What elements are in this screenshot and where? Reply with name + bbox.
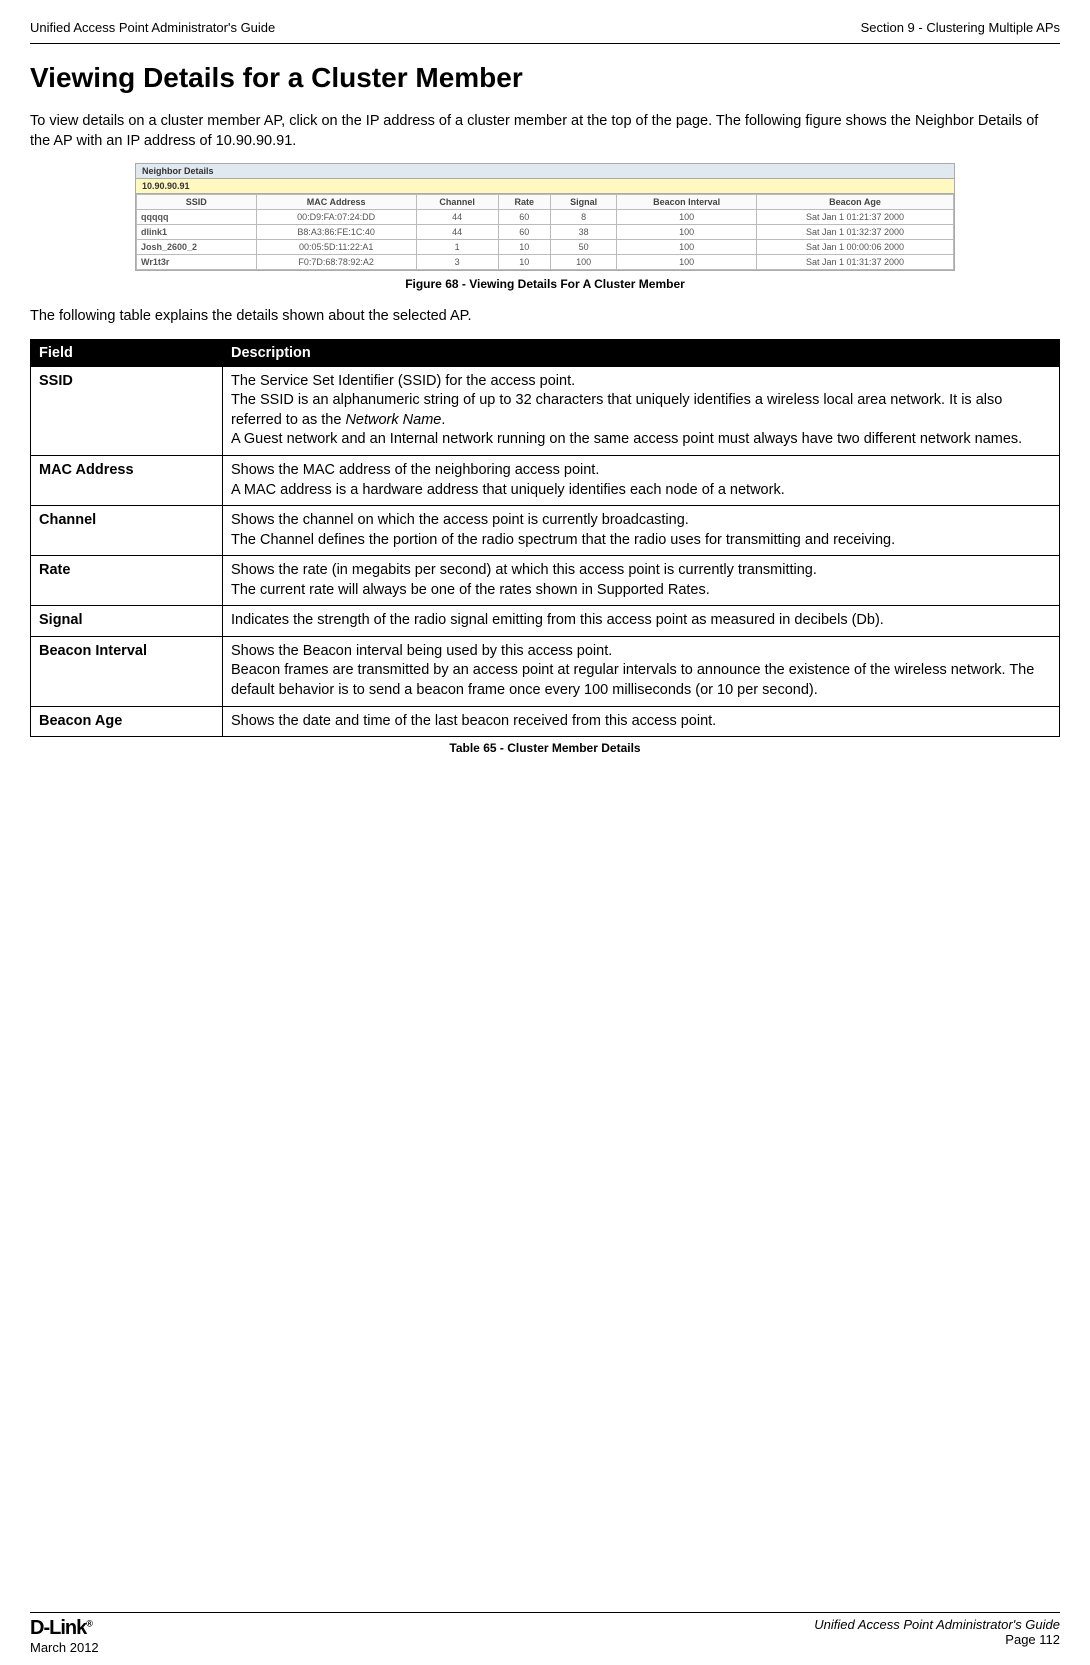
- screenshot-cell: 00:D9:FA:07:24:DD: [256, 210, 416, 225]
- after-figure-paragraph: The following table explains the details…: [30, 307, 1060, 327]
- field-cell: Beacon Age: [31, 706, 223, 737]
- table-row: SSIDThe Service Set Identifier (SSID) fo…: [31, 366, 1060, 455]
- details-header-row: Field Description: [31, 339, 1060, 366]
- table-row: Beacon AgeShows the date and time of the…: [31, 706, 1060, 737]
- screenshot-cell: 60: [498, 210, 550, 225]
- screenshot-col-header: Beacon Age: [757, 195, 954, 210]
- table-caption: Table 65 - Cluster Member Details: [30, 741, 1060, 755]
- page-title: Viewing Details for a Cluster Member: [30, 62, 1060, 94]
- field-cell: MAC Address: [31, 455, 223, 505]
- table-row: MAC AddressShows the MAC address of the …: [31, 455, 1060, 505]
- description-cell: Shows the rate (in megabits per second) …: [223, 556, 1060, 606]
- screenshot-cell: 44: [416, 225, 498, 240]
- screenshot-cell: Wr1t3r: [137, 255, 257, 270]
- screenshot-row: Wr1t3rF0:7D:68:78:92:A2310100100Sat Jan …: [137, 255, 954, 270]
- screenshot-cell: qqqqq: [137, 210, 257, 225]
- screenshot-row: dlink1B8:A3:86:FE:1C:40446038100Sat Jan …: [137, 225, 954, 240]
- screenshot-cell: Sat Jan 1 01:32:37 2000: [757, 225, 954, 240]
- description-cell: Shows the date and time of the last beac…: [223, 706, 1060, 737]
- screenshot-cell: 100: [617, 210, 757, 225]
- figure-container: Neighbor Details 10.90.90.91 SSIDMAC Add…: [135, 163, 955, 271]
- screenshot-cell: Sat Jan 1 01:31:37 2000: [757, 255, 954, 270]
- description-cell: Indicates the strength of the radio sign…: [223, 606, 1060, 637]
- description-cell: Shows the Beacon interval being used by …: [223, 636, 1060, 706]
- figure-caption: Figure 68 - Viewing Details For A Cluste…: [30, 277, 1060, 291]
- description-cell: The Service Set Identifier (SSID) for th…: [223, 366, 1060, 455]
- screenshot-header-row: SSIDMAC AddressChannelRateSignalBeacon I…: [137, 195, 954, 210]
- details-header-field: Field: [31, 339, 223, 366]
- screenshot-cell: 44: [416, 210, 498, 225]
- header-right: Section 9 - Clustering Multiple APs: [861, 20, 1060, 35]
- brand-logo-text: D-Link: [30, 1617, 86, 1639]
- screenshot-cell: dlink1: [137, 225, 257, 240]
- table-row: SignalIndicates the strength of the radi…: [31, 606, 1060, 637]
- screenshot-title: Neighbor Details: [136, 164, 954, 179]
- description-cell: Shows the MAC address of the neighboring…: [223, 455, 1060, 505]
- screenshot-cell: Sat Jan 1 00:00:06 2000: [757, 240, 954, 255]
- screenshot-cell: 00:05:5D:11:22:A1: [256, 240, 416, 255]
- screenshot-row: Josh_2600_200:05:5D:11:22:A111050100Sat …: [137, 240, 954, 255]
- screenshot-cell: 38: [550, 225, 616, 240]
- screenshot-cell: 100: [617, 255, 757, 270]
- table-row: RateShows the rate (in megabits per seco…: [31, 556, 1060, 606]
- screenshot-row: qqqqq00:D9:FA:07:24:DD44608100Sat Jan 1 …: [137, 210, 954, 225]
- description-cell: Shows the channel on which the access po…: [223, 506, 1060, 556]
- screenshot-cell: B8:A3:86:FE:1C:40: [256, 225, 416, 240]
- screenshot-cell: 10: [498, 255, 550, 270]
- intro-paragraph: To view details on a cluster member AP, …: [30, 112, 1060, 151]
- header-divider: [30, 43, 1060, 44]
- screenshot-panel: Neighbor Details 10.90.90.91 SSIDMAC Add…: [135, 163, 955, 271]
- screenshot-cell: 10: [498, 240, 550, 255]
- details-header-description: Description: [223, 339, 1060, 366]
- screenshot-col-header: Rate: [498, 195, 550, 210]
- screenshot-col-header: SSID: [137, 195, 257, 210]
- page-footer: D-Link® March 2012 Unified Access Point …: [30, 1612, 1060, 1655]
- footer-left: D-Link® March 2012: [30, 1617, 99, 1655]
- screenshot-cell: Sat Jan 1 01:21:37 2000: [757, 210, 954, 225]
- table-row: ChannelShows the channel on which the ac…: [31, 506, 1060, 556]
- screenshot-cell: 1: [416, 240, 498, 255]
- field-cell: Signal: [31, 606, 223, 637]
- screenshot-table: SSIDMAC AddressChannelRateSignalBeacon I…: [136, 194, 954, 270]
- footer-guide-title: Unified Access Point Administrator's Gui…: [814, 1617, 1060, 1632]
- footer-right: Unified Access Point Administrator's Gui…: [814, 1617, 1060, 1647]
- page-header: Unified Access Point Administrator's Gui…: [30, 20, 1060, 35]
- page-container: Unified Access Point Administrator's Gui…: [0, 0, 1090, 1665]
- screenshot-cell: 100: [617, 240, 757, 255]
- table-row: Beacon IntervalShows the Beacon interval…: [31, 636, 1060, 706]
- screenshot-col-header: Beacon Interval: [617, 195, 757, 210]
- header-left: Unified Access Point Administrator's Gui…: [30, 20, 275, 35]
- footer-date: March 2012: [30, 1640, 99, 1655]
- screenshot-cell: 8: [550, 210, 616, 225]
- screenshot-cell: 50: [550, 240, 616, 255]
- registered-mark: ®: [86, 1618, 92, 1628]
- field-cell: SSID: [31, 366, 223, 455]
- screenshot-cell: 3: [416, 255, 498, 270]
- details-table: Field Description SSIDThe Service Set Id…: [30, 339, 1060, 737]
- screenshot-col-header: Channel: [416, 195, 498, 210]
- footer-divider: [30, 1612, 1060, 1613]
- footer-page-number: Page 112: [1005, 1632, 1060, 1647]
- screenshot-ip-bar: 10.90.90.91: [136, 179, 954, 194]
- screenshot-cell: 100: [550, 255, 616, 270]
- screenshot-col-header: Signal: [550, 195, 616, 210]
- screenshot-col-header: MAC Address: [256, 195, 416, 210]
- screenshot-cell: F0:7D:68:78:92:A2: [256, 255, 416, 270]
- field-cell: Channel: [31, 506, 223, 556]
- screenshot-cell: 60: [498, 225, 550, 240]
- brand-logo: D-Link®: [30, 1617, 92, 1639]
- field-cell: Rate: [31, 556, 223, 606]
- field-cell: Beacon Interval: [31, 636, 223, 706]
- screenshot-cell: 100: [617, 225, 757, 240]
- screenshot-cell: Josh_2600_2: [137, 240, 257, 255]
